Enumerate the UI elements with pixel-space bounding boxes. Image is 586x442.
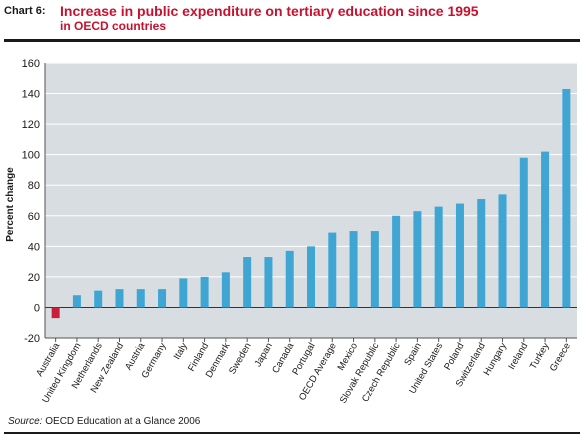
y-tick-label: 40 <box>28 241 40 253</box>
bar <box>158 289 167 308</box>
bar <box>541 151 550 308</box>
bar <box>72 295 81 308</box>
y-axis-label: Percent change <box>5 167 16 242</box>
bar <box>264 257 273 308</box>
bottom-divider <box>4 432 580 434</box>
bar <box>179 278 188 308</box>
y-tick-label: 80 <box>28 180 40 192</box>
chart-subtitle: in OECD countries <box>60 19 167 33</box>
bar <box>115 289 124 308</box>
chart-number-label: Chart 6: <box>4 5 46 17</box>
bar <box>370 231 379 308</box>
bar <box>285 250 294 308</box>
x-tick-label: Japan <box>253 341 275 369</box>
bar <box>413 211 422 308</box>
source-text: OECD Education at a Glance 2006 <box>42 416 201 427</box>
x-tick-label: Spain <box>402 341 424 368</box>
bar <box>519 157 528 308</box>
bar <box>498 194 507 308</box>
y-tick-label: 20 <box>28 272 40 284</box>
bar <box>51 307 60 319</box>
bar <box>477 198 486 308</box>
x-tick-label: Ireland <box>506 341 530 372</box>
bar <box>328 232 337 308</box>
bar <box>94 290 103 308</box>
y-tick-label: 100 <box>22 150 40 162</box>
bar <box>200 276 209 308</box>
y-tick-label: 160 <box>22 58 40 70</box>
bar <box>392 215 401 308</box>
y-tick-label: -20 <box>24 333 40 345</box>
y-tick-label: 0 <box>34 302 40 314</box>
source-label: Source: <box>8 416 43 427</box>
x-tick-label: Greece <box>548 341 573 373</box>
x-tick-label: Italy <box>172 341 190 362</box>
y-tick-label: 140 <box>22 89 40 101</box>
top-divider <box>4 39 580 42</box>
bar <box>562 88 571 308</box>
bar <box>349 231 358 308</box>
bar <box>136 289 145 308</box>
y-tick-label: 120 <box>22 119 40 131</box>
y-tick-label: 60 <box>28 211 40 223</box>
bar <box>221 272 230 308</box>
chart-title: Increase in public expenditure on tertia… <box>60 3 479 19</box>
bar <box>307 246 315 308</box>
bar <box>434 206 443 308</box>
bar <box>243 257 252 308</box>
source-note: Source: OECD Education at a Glance 2006 <box>8 416 200 427</box>
bar <box>455 203 464 308</box>
